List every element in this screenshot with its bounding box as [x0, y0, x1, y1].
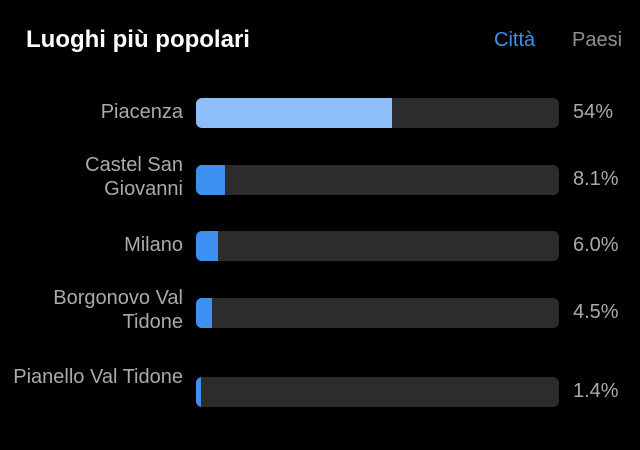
header: Luoghi più popolari Città Paesi [0, 0, 640, 86]
place-label: Pianello Val Tidone [13, 366, 183, 388]
place-label: Milano [124, 234, 183, 256]
bar-fill [196, 377, 202, 407]
place-percentage: 54% [573, 101, 614, 123]
place-label: Piacenza [100, 101, 183, 123]
bar-fill [196, 98, 393, 128]
bar-track [196, 98, 559, 128]
bar-track [196, 165, 559, 195]
place-percentage: 6.0% [573, 234, 619, 256]
bar-fill [196, 231, 218, 261]
bar-fill [196, 165, 226, 195]
place-percentage: 4.5% [573, 301, 619, 323]
tab-countries[interactable]: Paesi [572, 29, 623, 51]
bar-track [196, 231, 559, 261]
bar-track [196, 377, 559, 407]
place-label: Borgonovo Val Tidone [53, 287, 183, 333]
place-percentage: 8.1% [573, 168, 619, 190]
bar-fill [196, 298, 213, 328]
tab-cities[interactable]: Città [494, 29, 536, 51]
place-label: Castel San Giovanni [85, 154, 183, 200]
bar-track [196, 298, 559, 328]
page-title: Luoghi più popolari [26, 26, 250, 53]
place-percentage: 1.4% [573, 380, 619, 402]
